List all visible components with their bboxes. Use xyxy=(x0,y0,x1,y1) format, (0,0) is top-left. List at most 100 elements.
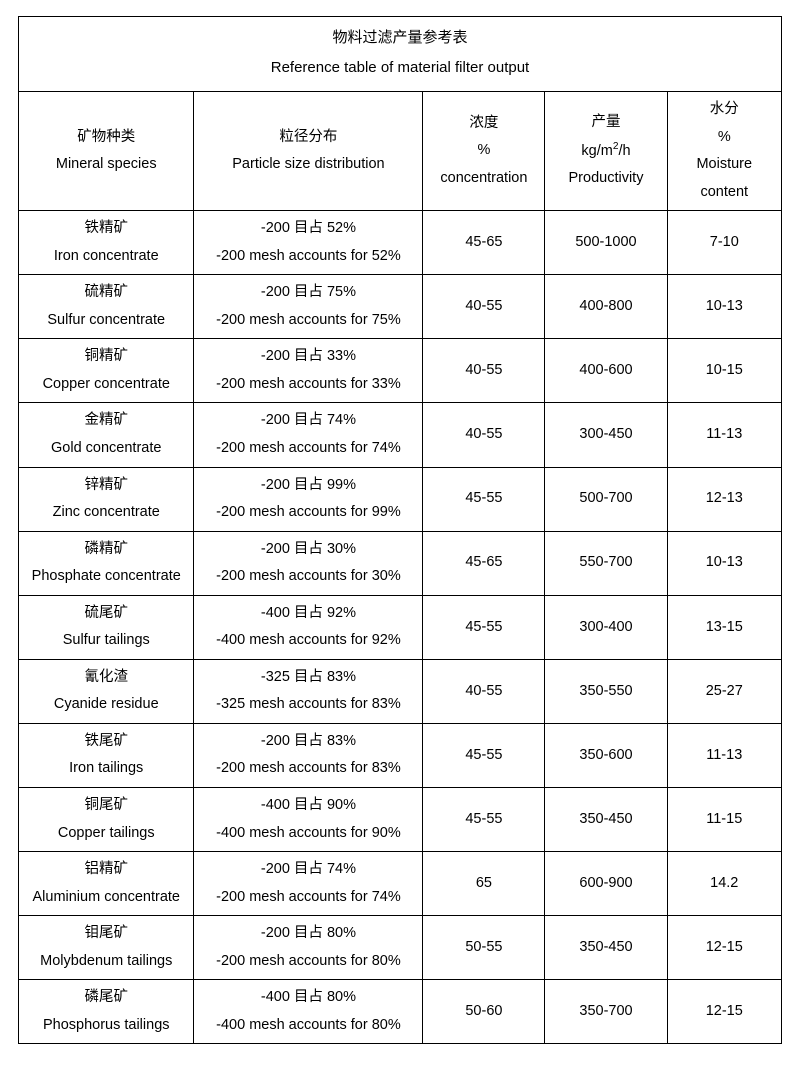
cell-concentration: 45-65 xyxy=(423,211,545,275)
cell-productivity: 300-400 xyxy=(545,595,667,659)
particle-en: -200 mesh accounts for 75% xyxy=(198,307,418,335)
particle-en: -400 mesh accounts for 90% xyxy=(198,820,418,848)
productivity: 300-400 xyxy=(549,614,662,642)
particle-en: -325 mesh accounts for 83% xyxy=(198,691,418,719)
cell-concentration: 45-55 xyxy=(423,788,545,852)
cell-mineral: 铁尾矿Iron tailings xyxy=(19,723,194,787)
cell-mineral: 锌精矿Zinc concentrate xyxy=(19,467,194,531)
cell-productivity: 500-1000 xyxy=(545,211,667,275)
col-moist-unit: % xyxy=(672,124,777,152)
col-conc-cn: 浓度 xyxy=(427,110,540,138)
cell-particle: -400 目占 92%-400 mesh accounts for 92% xyxy=(194,595,423,659)
table-body: 铁精矿Iron concentrate-200 目占 52%-200 mesh … xyxy=(19,211,782,1044)
concentration: 45-55 xyxy=(427,742,540,770)
particle-cn: -400 目占 92% xyxy=(198,600,418,628)
page: 物料过滤产量参考表 Reference table of material fi… xyxy=(0,0,800,1066)
mineral-en: Sulfur concentrate xyxy=(23,307,189,335)
concentration: 65 xyxy=(427,870,540,898)
concentration: 40-55 xyxy=(427,678,540,706)
table-row: 磷尾矿Phosphorus tailings-400 目占 80%-400 me… xyxy=(19,980,782,1044)
cell-particle: -200 目占 74%-200 mesh accounts for 74% xyxy=(194,852,423,916)
particle-cn: -200 目占 30% xyxy=(198,536,418,564)
cell-productivity: 550-700 xyxy=(545,531,667,595)
col-mineral-cn: 矿物种类 xyxy=(23,124,189,152)
productivity: 350-450 xyxy=(549,934,662,962)
particle-en: -200 mesh accounts for 99% xyxy=(198,499,418,527)
cell-concentration: 40-55 xyxy=(423,403,545,467)
concentration: 40-55 xyxy=(427,357,540,385)
table-row: 锌精矿Zinc concentrate-200 目占 99%-200 mesh … xyxy=(19,467,782,531)
particle-cn: -200 目占 83% xyxy=(198,728,418,756)
moisture: 12-15 xyxy=(672,934,777,962)
moisture: 11-15 xyxy=(672,806,777,834)
cell-particle: -200 目占 30%-200 mesh accounts for 30% xyxy=(194,531,423,595)
cell-moisture: 7-10 xyxy=(667,211,781,275)
moisture: 13-15 xyxy=(672,614,777,642)
col-moist-cn: 水分 xyxy=(672,96,777,124)
concentration: 40-55 xyxy=(427,421,540,449)
cell-productivity: 350-550 xyxy=(545,659,667,723)
cell-mineral: 硫精矿Sulfur concentrate xyxy=(19,275,194,339)
particle-en: -200 mesh accounts for 30% xyxy=(198,563,418,591)
particle-cn: -200 目占 74% xyxy=(198,407,418,435)
cell-moisture: 12-13 xyxy=(667,467,781,531)
reference-table: 物料过滤产量参考表 Reference table of material fi… xyxy=(18,16,782,1044)
mineral-cn: 锌精矿 xyxy=(23,472,189,500)
title-cn: 物料过滤产量参考表 xyxy=(23,23,777,53)
mineral-cn: 铁精矿 xyxy=(23,215,189,243)
cell-concentration: 50-60 xyxy=(423,980,545,1044)
table-title: 物料过滤产量参考表 Reference table of material fi… xyxy=(19,17,782,92)
mineral-en: Molybdenum tailings xyxy=(23,948,189,976)
cell-concentration: 45-55 xyxy=(423,467,545,531)
concentration: 45-55 xyxy=(427,614,540,642)
cell-moisture: 13-15 xyxy=(667,595,781,659)
cell-productivity: 350-600 xyxy=(545,723,667,787)
cell-mineral: 铜精矿Copper concentrate xyxy=(19,339,194,403)
cell-mineral: 硫尾矿Sulfur tailings xyxy=(19,595,194,659)
table-row: 铁精矿Iron concentrate-200 目占 52%-200 mesh … xyxy=(19,211,782,275)
cell-mineral: 钼尾矿Molybdenum tailings xyxy=(19,916,194,980)
mineral-cn: 钼尾矿 xyxy=(23,920,189,948)
productivity: 500-1000 xyxy=(549,229,662,257)
table-row: 硫尾矿Sulfur tailings-400 目占 92%-400 mesh a… xyxy=(19,595,782,659)
cell-productivity: 300-450 xyxy=(545,403,667,467)
col-mineral-en: Mineral species xyxy=(23,151,189,179)
particle-cn: -200 目占 75% xyxy=(198,279,418,307)
cell-moisture: 14.2 xyxy=(667,852,781,916)
mineral-en: Phosphate concentrate xyxy=(23,563,189,591)
cell-mineral: 金精矿Gold concentrate xyxy=(19,403,194,467)
table-row: 铝精矿Aluminium concentrate-200 目占 74%-200 … xyxy=(19,852,782,916)
table-row: 铜精矿Copper concentrate-200 目占 33%-200 mes… xyxy=(19,339,782,403)
table-row: 金精矿Gold concentrate-200 目占 74%-200 mesh … xyxy=(19,403,782,467)
particle-cn: -200 目占 74% xyxy=(198,856,418,884)
concentration: 45-55 xyxy=(427,485,540,513)
mineral-cn: 磷精矿 xyxy=(23,536,189,564)
moisture: 7-10 xyxy=(672,229,777,257)
concentration: 50-60 xyxy=(427,998,540,1026)
mineral-cn: 氰化渣 xyxy=(23,664,189,692)
mineral-cn: 铜尾矿 xyxy=(23,792,189,820)
cell-mineral: 铜尾矿Copper tailings xyxy=(19,788,194,852)
col-header-concentration: 浓度 % concentration xyxy=(423,92,545,211)
concentration: 40-55 xyxy=(427,293,540,321)
cell-particle: -325 目占 83%-325 mesh accounts for 83% xyxy=(194,659,423,723)
moisture: 10-15 xyxy=(672,357,777,385)
cell-moisture: 11-15 xyxy=(667,788,781,852)
cell-concentration: 40-55 xyxy=(423,339,545,403)
cell-moisture: 10-13 xyxy=(667,531,781,595)
productivity: 500-700 xyxy=(549,485,662,513)
col-header-productivity: 产量 kg/m2/h Productivity xyxy=(545,92,667,211)
cell-mineral: 磷精矿Phosphate concentrate xyxy=(19,531,194,595)
particle-cn: -400 目占 80% xyxy=(198,984,418,1012)
particle-cn: -200 目占 80% xyxy=(198,920,418,948)
table-row: 氰化渣Cyanide residue-325 目占 83%-325 mesh a… xyxy=(19,659,782,723)
productivity: 350-450 xyxy=(549,806,662,834)
col-conc-unit: % xyxy=(427,137,540,165)
cell-moisture: 12-15 xyxy=(667,916,781,980)
cell-concentration: 65 xyxy=(423,852,545,916)
cell-mineral: 铁精矿Iron concentrate xyxy=(19,211,194,275)
moisture: 11-13 xyxy=(672,742,777,770)
concentration: 45-65 xyxy=(427,549,540,577)
col-particle-cn: 粒径分布 xyxy=(198,124,418,152)
col-moist-en2: content xyxy=(672,179,777,207)
